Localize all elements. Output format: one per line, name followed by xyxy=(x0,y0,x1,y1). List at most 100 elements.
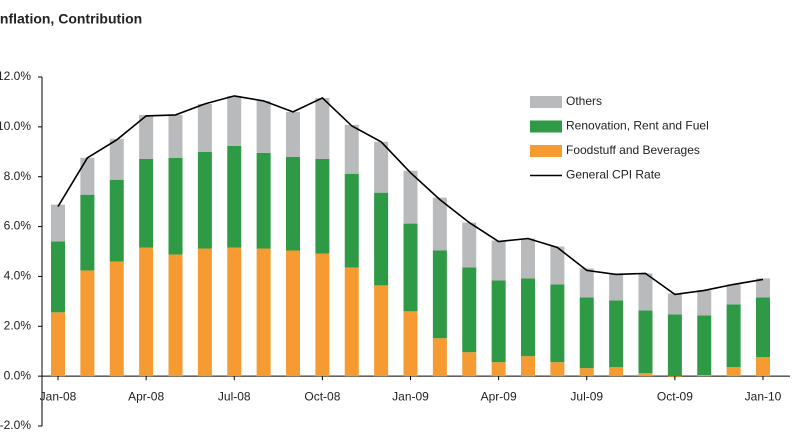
bar-segment xyxy=(579,368,594,377)
bar-segment xyxy=(51,312,65,377)
x-tick-label: Oct-08 xyxy=(304,389,340,403)
bar-segment xyxy=(374,141,389,193)
bar-segment xyxy=(756,278,770,298)
x-tick-label: Oct-09 xyxy=(657,389,693,403)
bar-segment xyxy=(286,111,300,157)
bar-segment xyxy=(227,247,242,377)
bar-segment xyxy=(80,270,95,377)
bar-segment xyxy=(256,100,271,153)
bar-segment xyxy=(403,170,418,224)
bar-segment xyxy=(315,97,330,159)
chart-title: Inflation, Contribution xyxy=(0,11,142,27)
bar-segment xyxy=(521,238,535,279)
x-tick-label: Jul-08 xyxy=(218,389,251,403)
bar-segment xyxy=(579,297,594,369)
legend-label: Foodstuff and Beverages xyxy=(566,143,700,157)
y-tick-label: 8.0% xyxy=(4,169,32,183)
legend-swatch xyxy=(530,120,562,133)
bar-segment xyxy=(432,197,447,251)
bar-segment xyxy=(667,314,682,377)
x-tick-label: Jan-09 xyxy=(392,389,429,403)
y-tick-label: 10.0% xyxy=(0,119,31,133)
bar-segment xyxy=(609,300,624,368)
y-tick-label: 0.0% xyxy=(4,368,32,382)
legend-swatch xyxy=(530,145,562,157)
bar-segment xyxy=(609,273,624,301)
bar-segment xyxy=(168,157,183,255)
cpi-line xyxy=(57,95,764,296)
bar-segment xyxy=(667,293,682,315)
bar-segment xyxy=(756,357,770,377)
x-tick-label: Jul-09 xyxy=(570,389,603,403)
bar-segment xyxy=(286,156,300,251)
bar-segment xyxy=(638,310,653,374)
y-tick-label: 12.0% xyxy=(0,69,31,83)
bar-segment xyxy=(432,338,447,377)
bar-segment xyxy=(550,284,565,363)
bar-segment xyxy=(756,297,770,358)
bar-segment xyxy=(609,367,624,377)
bar-segment xyxy=(80,194,95,271)
bar-segment xyxy=(344,124,359,174)
bar-segment xyxy=(462,352,477,377)
bar-segment xyxy=(491,362,506,377)
bar-segment xyxy=(286,250,300,377)
legend-label: Renovation, Rent and Fuel xyxy=(566,119,709,133)
bar-segment xyxy=(726,304,741,368)
bar-segment xyxy=(256,152,271,249)
bar-segment xyxy=(550,246,565,285)
bar-segment xyxy=(344,267,359,377)
legend-label: Others xyxy=(566,94,602,108)
bar-segment xyxy=(726,367,741,377)
bar-segment xyxy=(638,373,653,377)
bar-segment xyxy=(197,248,212,377)
bar-segment xyxy=(197,103,212,152)
bar-segment xyxy=(374,192,389,286)
bar-segment xyxy=(638,273,653,311)
bar-segment xyxy=(491,240,506,281)
bar-segment xyxy=(256,248,271,377)
bar-segment xyxy=(197,151,212,249)
bar-segment xyxy=(227,145,242,248)
bar-segment xyxy=(697,315,712,376)
bar-segment xyxy=(491,280,506,363)
bar-segment xyxy=(315,158,330,254)
x-tick-label: Apr-09 xyxy=(481,389,517,403)
bar-segment xyxy=(168,114,183,158)
bar-segment xyxy=(227,95,242,146)
bar-segment xyxy=(315,253,330,377)
y-tick-label: 4.0% xyxy=(4,269,32,283)
y-tick-label: 2.0% xyxy=(4,318,32,332)
bar-segment xyxy=(374,285,389,377)
bar-segment xyxy=(344,173,359,268)
bar-segment xyxy=(51,204,65,242)
y-tick-label: -2.0% xyxy=(0,418,31,432)
legend-swatch xyxy=(530,96,562,108)
bar-segment xyxy=(521,356,535,377)
x-tick-label: Jan-10 xyxy=(745,389,782,403)
bar-segment xyxy=(521,278,535,357)
bar-segment xyxy=(403,311,418,377)
x-tick-label: Jan-08 xyxy=(40,389,77,403)
bar-segment xyxy=(462,222,477,268)
bar-segment xyxy=(109,179,124,262)
bar-segment xyxy=(109,138,124,180)
bar-segment xyxy=(168,254,183,377)
bar-segment xyxy=(697,290,712,316)
bar-segment xyxy=(109,261,124,377)
bar-segment xyxy=(726,284,741,305)
bar-segment xyxy=(139,247,154,377)
x-tick-label: Apr-08 xyxy=(128,389,164,403)
bar-segment xyxy=(80,157,95,195)
bar-segment xyxy=(51,241,65,313)
bar-segment xyxy=(403,223,418,312)
bar-segment xyxy=(432,250,447,339)
bar-segment xyxy=(579,268,594,298)
y-tick-label: 6.0% xyxy=(4,219,32,233)
bar-segment xyxy=(550,362,565,377)
bar-segment xyxy=(697,375,712,377)
bar-segment xyxy=(139,158,154,248)
legend-label: General CPI Rate xyxy=(566,168,661,182)
